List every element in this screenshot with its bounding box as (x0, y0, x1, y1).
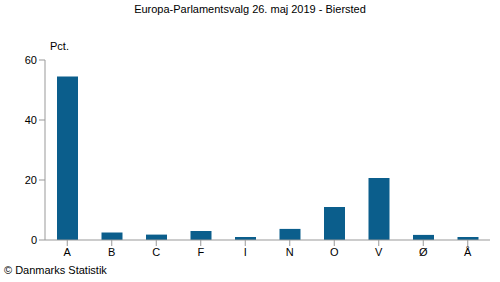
svg-text:O: O (330, 246, 339, 258)
svg-text:C: C (152, 246, 160, 258)
svg-text:A: A (64, 246, 72, 258)
svg-text:20: 20 (25, 174, 37, 186)
html-text:Europa-Parlamentsvalg 26. maj: Europa-Parlamentsvalg 26. maj 2019 - Bie… (134, 3, 366, 15)
svg-text:Å: Å (464, 246, 472, 258)
svg-text:B: B (108, 246, 115, 258)
svg-text:N: N (286, 246, 294, 258)
svg-text:F: F (197, 246, 204, 258)
svg-text:0: 0 (31, 234, 37, 246)
svg-text:V: V (375, 246, 383, 258)
svg-text:Ø: Ø (419, 246, 428, 258)
svg-text:40: 40 (25, 114, 37, 126)
svg-text:I: I (244, 246, 247, 258)
html-text:Pct.: Pct. (50, 40, 69, 52)
html-text:© Danmarks Statistik: © Danmarks Statistik (4, 264, 107, 276)
svg-text:60: 60 (25, 54, 37, 66)
